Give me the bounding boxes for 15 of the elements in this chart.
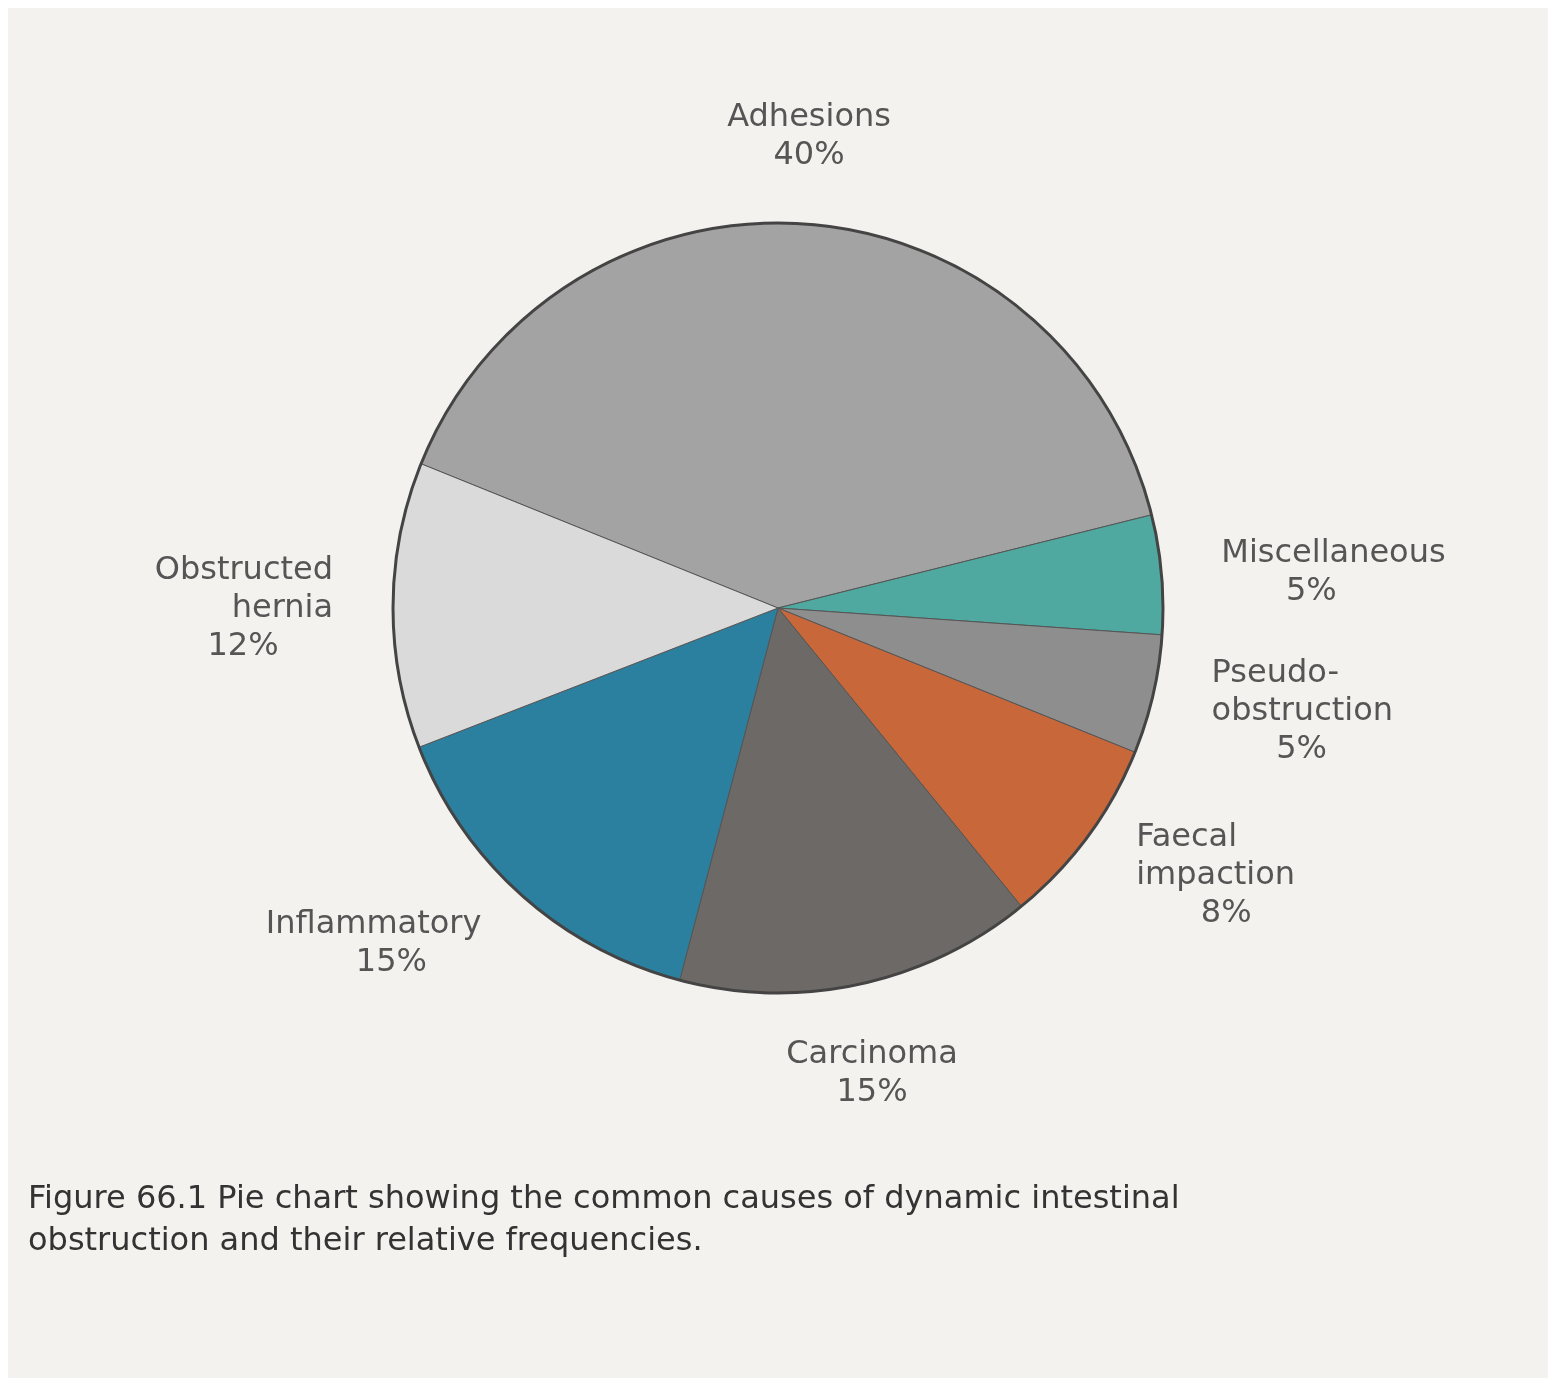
slice-label: Obstructed hernia bbox=[154, 548, 334, 625]
data-label: 5% bbox=[1285, 570, 1337, 609]
slice-label: Pseudo-obstruction bbox=[1211, 652, 1394, 729]
data-label: 40% bbox=[773, 134, 845, 173]
slice-label: Inflammatory bbox=[265, 902, 482, 941]
data-label: 15% bbox=[836, 1070, 908, 1109]
caption: Figure 66.1 Pie chart showing the common causes of dynamic intestinal obstruction and their relative frequencies. bbox=[28, 1178, 1180, 1258]
data-label: 15% bbox=[355, 940, 427, 979]
data-label: 5% bbox=[1276, 728, 1327, 767]
data-label: 12% bbox=[207, 624, 279, 663]
slice-label: Carcinoma bbox=[786, 1032, 958, 1071]
slice-label: Miscellaneous bbox=[1221, 532, 1446, 571]
slice-label: Faecal impaction bbox=[1136, 816, 1296, 893]
slice-label: Adhesions bbox=[727, 96, 891, 135]
data-label: 8% bbox=[1200, 892, 1252, 931]
